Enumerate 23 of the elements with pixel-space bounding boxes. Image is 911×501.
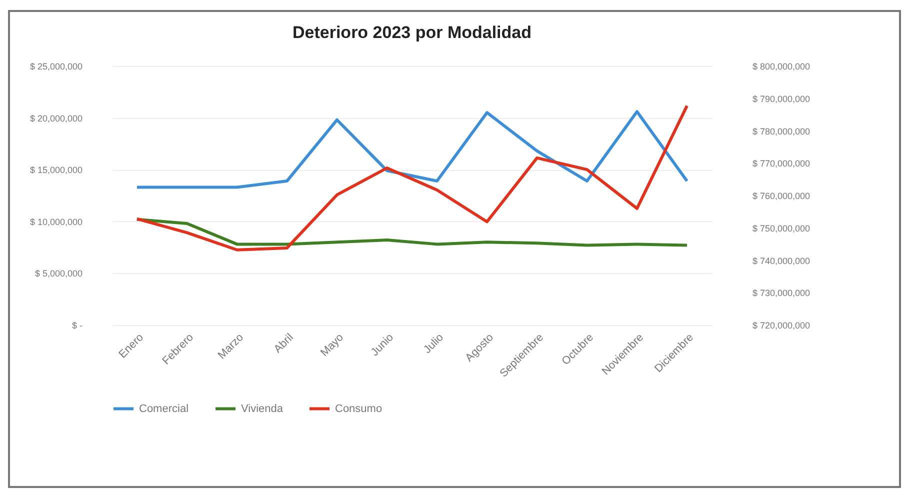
y2-tick-label: $ 770,000,000: [752, 158, 810, 169]
x-tick-label: Julio: [422, 332, 446, 356]
y2-tick-label: $ 790,000,000: [752, 94, 810, 104]
y2-tick-label: $ 750,000,000: [752, 223, 810, 234]
legend-label: Consumo: [335, 402, 382, 415]
legend-label: Vivienda: [241, 402, 284, 415]
y-tick-label: $ 10,000,000: [30, 216, 82, 227]
legend-label: Comercial: [139, 402, 189, 415]
y2-tick-label: $ 760,000,000: [752, 191, 810, 201]
y-tick-label: $ 15,000,000: [30, 165, 82, 176]
y-tick-label: $ 25,000,000: [30, 62, 82, 72]
y2-tick-label: $ 720,000,000: [752, 320, 810, 330]
y2-tick-label: $ 800,000,000: [752, 62, 810, 72]
line-series: [136, 218, 688, 247]
line-series: [136, 104, 688, 252]
chart-title: Deterioro 2023 por Modalidad: [292, 23, 532, 42]
y2-tick-label: $ 730,000,000: [752, 288, 810, 298]
y-tick-label: $ 20,000,000: [30, 113, 82, 124]
y2-tick-label: $ 740,000,000: [752, 256, 810, 266]
y-tick-label: $ 5,000,000: [34, 268, 82, 279]
y2-tick-label: $ 780,000,000: [752, 126, 810, 136]
y-tick-label: $ -: [72, 320, 82, 330]
line-series: [136, 110, 688, 189]
